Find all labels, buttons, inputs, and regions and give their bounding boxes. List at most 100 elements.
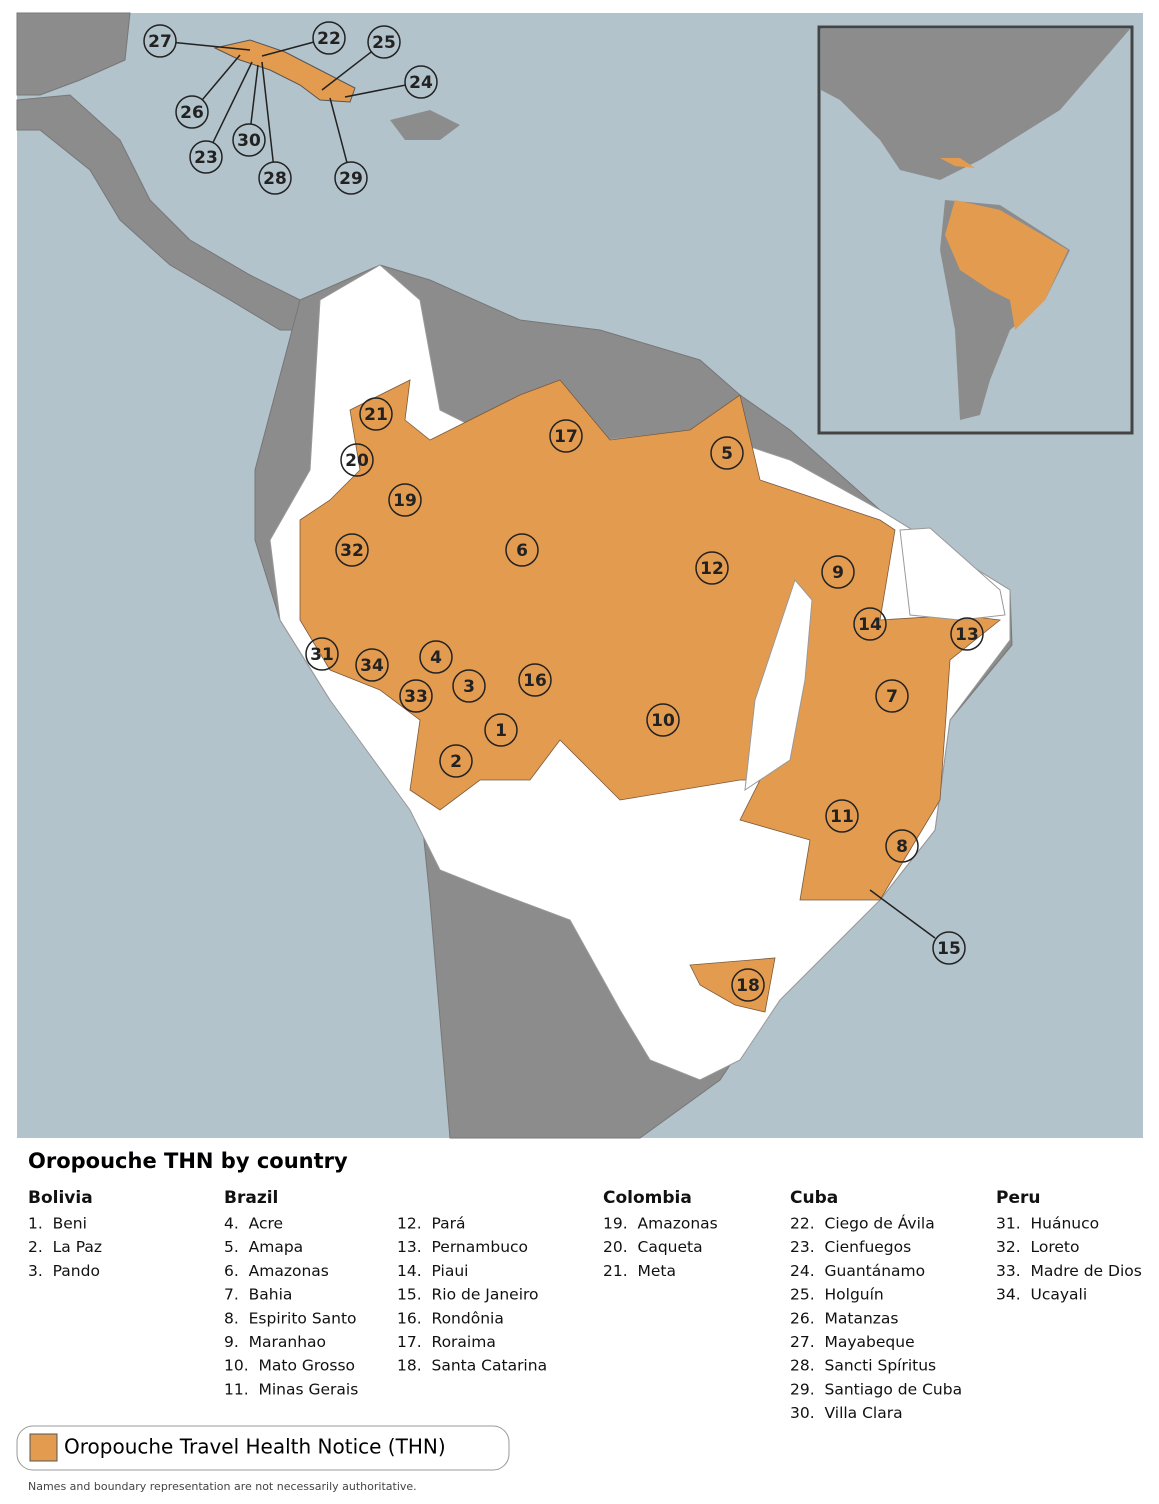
marker-label: 17 xyxy=(554,427,578,447)
legend-item: 34. Ucayali xyxy=(996,1286,1087,1304)
footnote: Names and boundary representation are no… xyxy=(28,1480,417,1493)
marker-circle xyxy=(359,397,393,431)
country-heading: Colombia xyxy=(603,1188,692,1208)
marker-label: 31 xyxy=(310,645,334,665)
legend-item: 33. Madre de Dios xyxy=(996,1262,1142,1280)
key-label: Oropouche Travel Health Notice (THN) xyxy=(64,1435,446,1459)
marker-circle xyxy=(312,21,346,55)
marker-circle xyxy=(950,617,984,651)
marker-label: 10 xyxy=(651,711,675,731)
legend-item: 27. Mayabeque xyxy=(790,1333,915,1351)
marker-label: 18 xyxy=(736,976,760,996)
legend-item: 19. Amazonas xyxy=(603,1215,718,1233)
legend-item: 25. Holguín xyxy=(790,1286,884,1304)
country-heading: Bolivia xyxy=(28,1188,93,1208)
marker-circle xyxy=(335,533,369,567)
marker-label: 3 xyxy=(463,677,475,697)
marker-label: 33 xyxy=(404,687,428,707)
marker-circle xyxy=(710,436,744,470)
country-heading: Cuba xyxy=(790,1188,838,1208)
marker-label: 9 xyxy=(832,563,844,583)
marker-label: 14 xyxy=(858,615,882,635)
marker-circle xyxy=(399,679,433,713)
legend-title: Oropouche THN by country xyxy=(28,1149,348,1173)
marker-circle xyxy=(419,640,453,674)
leader-line xyxy=(212,61,253,143)
marker-circle xyxy=(518,663,552,697)
legend-item: 3. Pando xyxy=(28,1262,100,1280)
marker-circle xyxy=(484,713,518,747)
legend-item: 13. Pernambuco xyxy=(397,1238,528,1256)
marker-circle xyxy=(885,829,919,863)
legend-item: 22. Ciego de Ávila xyxy=(790,1214,935,1233)
marker-circle xyxy=(505,533,539,567)
marker-label: 11 xyxy=(830,807,854,827)
legend-item: 7. Bahia xyxy=(224,1286,292,1304)
marker-circle xyxy=(388,483,422,517)
marker-circle xyxy=(367,25,401,59)
leader-line xyxy=(261,61,274,163)
country-heading: Brazil xyxy=(224,1188,278,1208)
marker-label: 24 xyxy=(409,73,433,93)
hispaniola xyxy=(390,110,460,140)
marker-label: 15 xyxy=(937,939,961,959)
marker-circle xyxy=(355,648,389,682)
legend-item: 20. Caqueta xyxy=(603,1238,703,1256)
legend-item: 30. Villa Clara xyxy=(790,1404,903,1422)
marker-label: 32 xyxy=(340,541,364,561)
legend-item: 9. Maranhao xyxy=(224,1333,326,1351)
leader-line xyxy=(344,84,406,98)
map xyxy=(16,12,1143,1139)
marker-label: 4 xyxy=(430,648,442,668)
marker-circle xyxy=(695,551,729,585)
marker-circle xyxy=(853,607,887,641)
marker-circle xyxy=(340,443,374,477)
marker-label: 23 xyxy=(194,148,218,168)
legend-item: 29. Santiago de Cuba xyxy=(790,1380,962,1398)
thn-region xyxy=(299,379,1001,901)
legend-item: 17. Roraima xyxy=(397,1333,496,1351)
leader-line xyxy=(201,54,241,101)
legend-item: 16. Rondônia xyxy=(397,1309,504,1327)
marker-label: 16 xyxy=(523,671,547,691)
inset-land xyxy=(821,29,1130,180)
legend-item: 28. Sancti Spíritus xyxy=(790,1357,936,1375)
marker-label: 2 xyxy=(450,752,462,772)
marker-label: 19 xyxy=(393,491,417,511)
legend-item: 15. Rio de Janeiro xyxy=(397,1286,539,1304)
leader-line xyxy=(869,889,936,939)
legend-item: 32. Loreto xyxy=(996,1238,1079,1256)
leader-line xyxy=(261,41,314,57)
marker-label: 30 xyxy=(237,131,261,151)
north-america xyxy=(16,12,131,96)
marker-label: 22 xyxy=(317,29,341,49)
marker-label: 5 xyxy=(721,444,733,464)
leader-line xyxy=(250,64,259,125)
inset-cuba xyxy=(940,158,975,168)
marker-circle xyxy=(439,744,473,778)
marker-label: 7 xyxy=(886,687,898,707)
marker-label: 21 xyxy=(364,405,388,425)
legend-item: 31. Huánuco xyxy=(996,1215,1099,1233)
legend-item: 26. Matanzas xyxy=(790,1309,899,1327)
marker-label: 28 xyxy=(263,169,287,189)
marker-label: 20 xyxy=(345,451,369,471)
legend-item: 6. Amazonas xyxy=(224,1262,329,1280)
marker-circle xyxy=(404,65,438,99)
legend-item: 23. Cienfuegos xyxy=(790,1238,911,1256)
legend: Bolivia 1. Beni 2. La Paz 3. Pando Brazil 4. … xyxy=(28,1188,1142,1422)
marker-circle xyxy=(549,419,583,453)
marker-circle xyxy=(305,637,339,671)
marker-label: 29 xyxy=(339,169,363,189)
marker-label: 34 xyxy=(360,656,384,676)
tocantins xyxy=(744,579,813,792)
marker-label: 1 xyxy=(495,721,507,741)
marker-circle xyxy=(821,555,855,589)
legend-item: 4. Acre xyxy=(224,1215,283,1233)
leader-line xyxy=(175,41,251,51)
legend-item: 11. Minas Gerais xyxy=(224,1380,358,1398)
legend-item: 14. Piaui xyxy=(397,1262,468,1280)
legend-item: 12. Pará xyxy=(397,1215,466,1233)
marker-circle xyxy=(175,95,209,129)
